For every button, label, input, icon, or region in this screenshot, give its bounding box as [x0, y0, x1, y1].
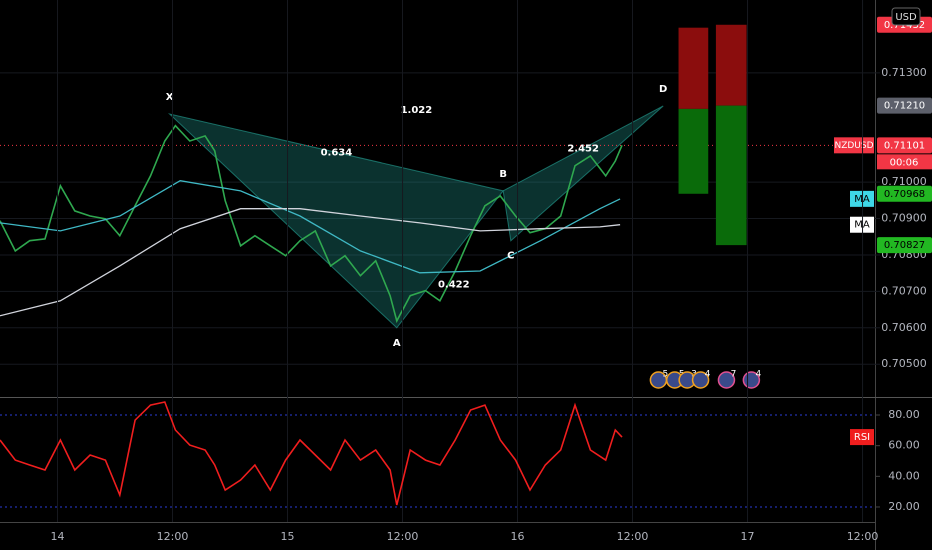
series-line — [0, 124, 623, 324]
series-name: RSI — [854, 432, 870, 443]
pattern-ratio: 1.022 — [401, 105, 433, 116]
pattern-point-label: D — [659, 84, 667, 95]
pattern-ratio: 0.634 — [321, 147, 353, 158]
event-count: 5 — [663, 370, 669, 380]
series-line — [0, 180, 621, 274]
price-tag-text: 0.71210 — [884, 101, 925, 112]
pane — [0, 0, 880, 522]
pattern-leg — [167, 113, 505, 329]
last-price-tag-text: 0.71101 — [884, 140, 925, 151]
series-tag — [850, 429, 874, 446]
pattern-point-label: C — [507, 251, 514, 262]
countdown: 00:06 — [890, 157, 919, 168]
event-icon[interactable] — [691, 371, 710, 389]
x-tick-label: 17 — [741, 530, 755, 543]
y-tick-label: 0.70500 — [881, 357, 927, 370]
y-tick-label: 40.00 — [888, 469, 920, 482]
countdown-tag — [877, 154, 932, 170]
price-tag — [877, 97, 932, 114]
event-count: 7 — [731, 370, 737, 380]
pattern-ratio: 2.452 — [567, 143, 599, 154]
target-zone — [715, 105, 747, 246]
x-tick-label: 12:00 — [847, 530, 879, 543]
pattern-point-label: A — [393, 338, 401, 349]
y-tick-label: 0.70700 — [881, 284, 927, 297]
symbol-name: NZDUSD — [834, 141, 873, 151]
currency: USD — [895, 12, 917, 23]
event-icon[interactable] — [717, 371, 736, 389]
series-tag — [850, 190, 874, 207]
event-count: 4 — [705, 370, 711, 380]
price-tag-text: 0.70827 — [884, 240, 925, 251]
pattern-point-label: B — [499, 169, 507, 180]
event-count: 4 — [756, 370, 762, 380]
x-tick-label: 16 — [511, 530, 525, 543]
x-tick-label: 12:00 — [617, 530, 649, 543]
pattern-ratio: 0.422 — [438, 279, 470, 290]
x-tick-label: 12:00 — [157, 530, 189, 543]
price-tag — [877, 185, 932, 202]
stop-zone — [715, 24, 747, 106]
y-tick-label: 0.71300 — [881, 66, 927, 79]
y-tick-label: 0.70900 — [881, 212, 927, 225]
target-zone — [678, 108, 709, 194]
x-tick-label: 15 — [281, 530, 295, 543]
x-tick-label: 12:00 — [387, 530, 419, 543]
price-tag-text: 0.70968 — [884, 189, 925, 200]
last-price-tag — [877, 137, 932, 154]
pattern-leg — [502, 105, 664, 242]
currency-box[interactable] — [891, 7, 921, 26]
symbol-tag — [834, 137, 874, 154]
series-line — [0, 208, 621, 317]
stop-zone — [678, 27, 709, 109]
price-tag — [877, 237, 932, 254]
series-tag — [850, 216, 874, 233]
pattern-point-label: X — [166, 92, 174, 103]
y-tick-label: 60.00 — [888, 439, 920, 452]
y-tick-label: 20.00 — [888, 500, 920, 513]
y-tick-label: 0.70600 — [881, 321, 927, 334]
y-tick-label: 80.00 — [888, 408, 920, 421]
series-line — [0, 401, 623, 506]
x-tick-label: 14 — [51, 530, 65, 543]
y-tick-label: 0.71000 — [881, 175, 927, 188]
